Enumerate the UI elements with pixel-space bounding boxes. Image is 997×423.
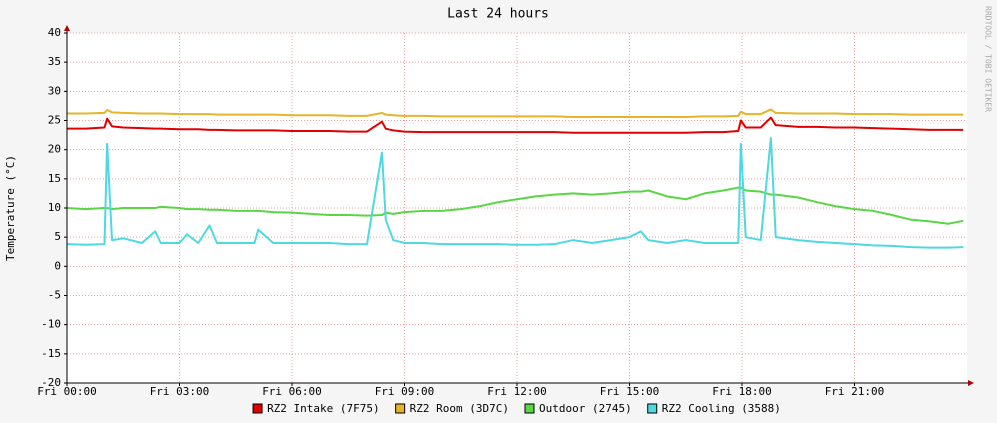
x-tick-label: Fri 03:00: [150, 385, 210, 398]
legend-item: RZ2 Room (3D7C): [395, 402, 509, 415]
x-tick-label: Fri 18:00: [712, 385, 772, 398]
legend-label: Outdoor (2745): [539, 402, 632, 415]
y-tick-label: -15: [41, 347, 61, 360]
x-tick-label: Fri 09:00: [375, 385, 435, 398]
y-tick-label: 10: [48, 201, 61, 214]
y-tick-label: 20: [48, 143, 61, 156]
legend-item: Outdoor (2745): [524, 402, 632, 415]
chart-title: Last 24 hours: [447, 7, 549, 22]
y-tick-label: 30: [48, 84, 61, 97]
series-line: [67, 108, 964, 118]
legend-swatch: [252, 403, 263, 414]
y-tick-label: -5: [48, 289, 61, 302]
x-tick-label: Fri 12:00: [487, 385, 547, 398]
y-tick-label: 40: [48, 26, 61, 39]
series-line: [66, 137, 964, 249]
series-line: [67, 116, 964, 134]
y-axis-arrow: [64, 25, 70, 31]
x-tick-label: Fri 21:00: [825, 385, 885, 398]
x-axis-arrow: [968, 380, 974, 386]
watermark: RRDTOOL / TOBI OETIKER: [984, 6, 993, 112]
legend: RZ2 Intake (7F75) RZ2 Room (3D7C) Outdoor …: [252, 402, 781, 415]
grid: [66, 32, 967, 384]
legend-swatch: [395, 403, 406, 414]
y-tick-label: 0: [54, 259, 61, 272]
y-tick-label: 15: [48, 172, 61, 185]
y-tick-label: 25: [48, 114, 61, 127]
x-tick-label: Fri 06:00: [262, 385, 322, 398]
legend-item: RZ2 Intake (7F75): [252, 402, 380, 415]
lines: [66, 108, 964, 249]
legend-label: RZ2 Cooling (3588): [662, 402, 781, 415]
legend-swatch: [524, 403, 535, 414]
x-tick-label: Fri 15:00: [600, 385, 660, 398]
y-tick-label: -20: [41, 376, 61, 389]
x-tick-label: Fri 00:00: [37, 385, 97, 398]
legend-label: RZ2 Intake (7F75): [267, 402, 380, 415]
y-tick-label: 35: [48, 55, 61, 68]
legend-item: RZ2 Cooling (3588): [647, 402, 781, 415]
series-line: [66, 186, 964, 225]
ticks: -20 -15 -10 -5 0 5 10 15 20 25 30 35 40 Fri 00:00 Fri …: [37, 26, 884, 398]
legend-swatch: [647, 403, 658, 414]
y-tick-label: 5: [54, 230, 61, 243]
y-tick-label: -10: [41, 318, 61, 331]
y-axis-label: Temperature (°C): [4, 155, 17, 261]
legend-label: RZ2 Room (3D7C): [410, 402, 509, 415]
